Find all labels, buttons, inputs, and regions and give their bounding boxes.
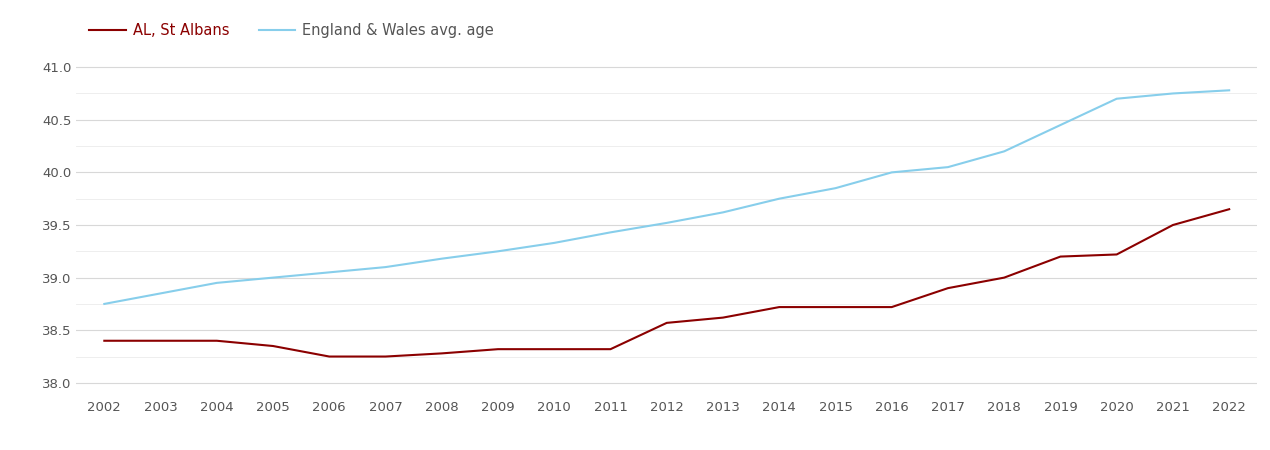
AL, St Albans	[490, 346, 505, 352]
AL, St Albans	[940, 285, 955, 291]
England & Wales avg. age	[828, 185, 843, 191]
AL, St Albans	[434, 351, 450, 356]
England & Wales avg. age	[152, 291, 168, 296]
AL, St Albans	[97, 338, 112, 343]
England & Wales avg. age	[97, 301, 112, 306]
England & Wales avg. age	[940, 164, 955, 170]
Legend: AL, St Albans, England & Wales avg. age: AL, St Albans, England & Wales avg. age	[84, 17, 500, 44]
England & Wales avg. age	[1222, 88, 1237, 93]
AL, St Albans	[321, 354, 337, 359]
AL, St Albans	[265, 343, 281, 349]
England & Wales avg. age	[1053, 122, 1068, 128]
AL, St Albans	[1109, 252, 1124, 257]
AL, St Albans	[828, 304, 843, 310]
AL, St Albans	[884, 304, 899, 310]
England & Wales avg. age	[715, 210, 730, 215]
AL, St Albans	[152, 338, 168, 343]
England & Wales avg. age	[997, 148, 1012, 154]
AL, St Albans	[378, 354, 394, 359]
England & Wales avg. age	[603, 230, 618, 235]
England & Wales avg. age	[659, 220, 674, 225]
Line: AL, St Albans: AL, St Albans	[104, 209, 1229, 356]
England & Wales avg. age	[1109, 96, 1124, 101]
AL, St Albans	[772, 304, 787, 310]
England & Wales avg. age	[490, 248, 505, 254]
AL, St Albans	[546, 346, 561, 352]
England & Wales avg. age	[434, 256, 450, 261]
England & Wales avg. age	[884, 170, 899, 175]
England & Wales avg. age	[378, 265, 394, 270]
England & Wales avg. age	[321, 270, 337, 275]
AL, St Albans	[1166, 222, 1181, 228]
AL, St Albans	[210, 338, 225, 343]
AL, St Albans	[659, 320, 674, 325]
AL, St Albans	[603, 346, 618, 352]
Line: England & Wales avg. age: England & Wales avg. age	[104, 90, 1229, 304]
England & Wales avg. age	[265, 275, 281, 280]
England & Wales avg. age	[1166, 91, 1181, 96]
AL, St Albans	[715, 315, 730, 320]
England & Wales avg. age	[546, 240, 561, 246]
AL, St Albans	[1053, 254, 1068, 259]
AL, St Albans	[1222, 207, 1237, 212]
England & Wales avg. age	[210, 280, 225, 286]
England & Wales avg. age	[772, 196, 787, 202]
AL, St Albans	[997, 275, 1012, 280]
